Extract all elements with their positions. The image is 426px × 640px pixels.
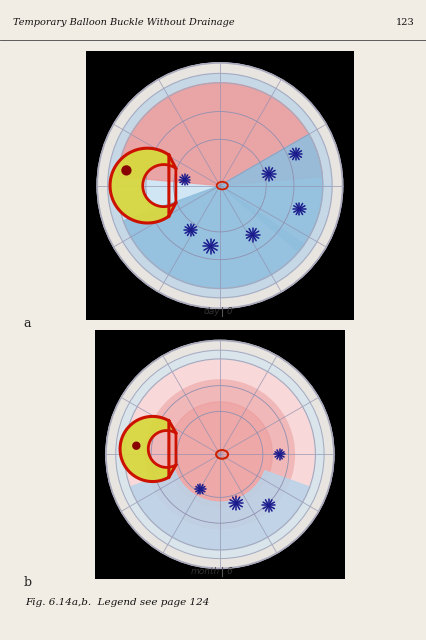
Text: 0: 0	[226, 307, 232, 316]
Text: Temporary Balloon Buckle Without Drainage: Temporary Balloon Buckle Without Drainag…	[13, 18, 234, 27]
Polygon shape	[123, 186, 303, 289]
Polygon shape	[219, 134, 322, 252]
Polygon shape	[115, 350, 323, 559]
Polygon shape	[120, 417, 176, 481]
Polygon shape	[117, 83, 322, 186]
Circle shape	[106, 340, 333, 568]
Polygon shape	[110, 148, 176, 223]
Circle shape	[132, 442, 139, 449]
Polygon shape	[107, 74, 331, 298]
Circle shape	[167, 402, 272, 507]
Text: b: b	[23, 576, 32, 589]
Text: month: month	[190, 567, 219, 576]
Text: 123: 123	[394, 18, 413, 27]
Text: day: day	[203, 307, 219, 316]
Circle shape	[97, 63, 342, 308]
Circle shape	[117, 83, 322, 289]
Text: Fig. 6.14a,b.  Legend see page 124: Fig. 6.14a,b. Legend see page 124	[26, 598, 210, 607]
Polygon shape	[130, 471, 309, 550]
Circle shape	[145, 380, 294, 529]
Circle shape	[122, 166, 130, 175]
Text: 6: 6	[226, 567, 232, 576]
Circle shape	[124, 359, 315, 550]
Text: a: a	[23, 317, 31, 330]
